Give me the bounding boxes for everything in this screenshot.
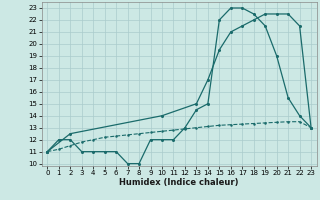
X-axis label: Humidex (Indice chaleur): Humidex (Indice chaleur) bbox=[119, 178, 239, 187]
